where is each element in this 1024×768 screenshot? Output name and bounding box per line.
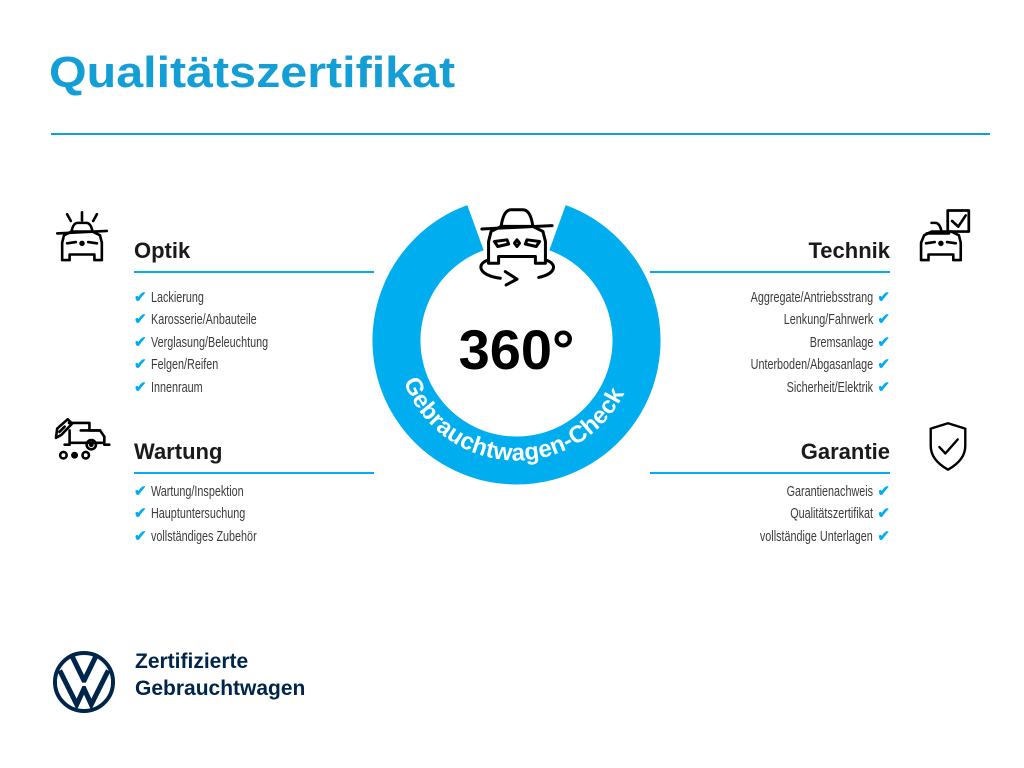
- svg-text:360°: 360°: [459, 318, 575, 381]
